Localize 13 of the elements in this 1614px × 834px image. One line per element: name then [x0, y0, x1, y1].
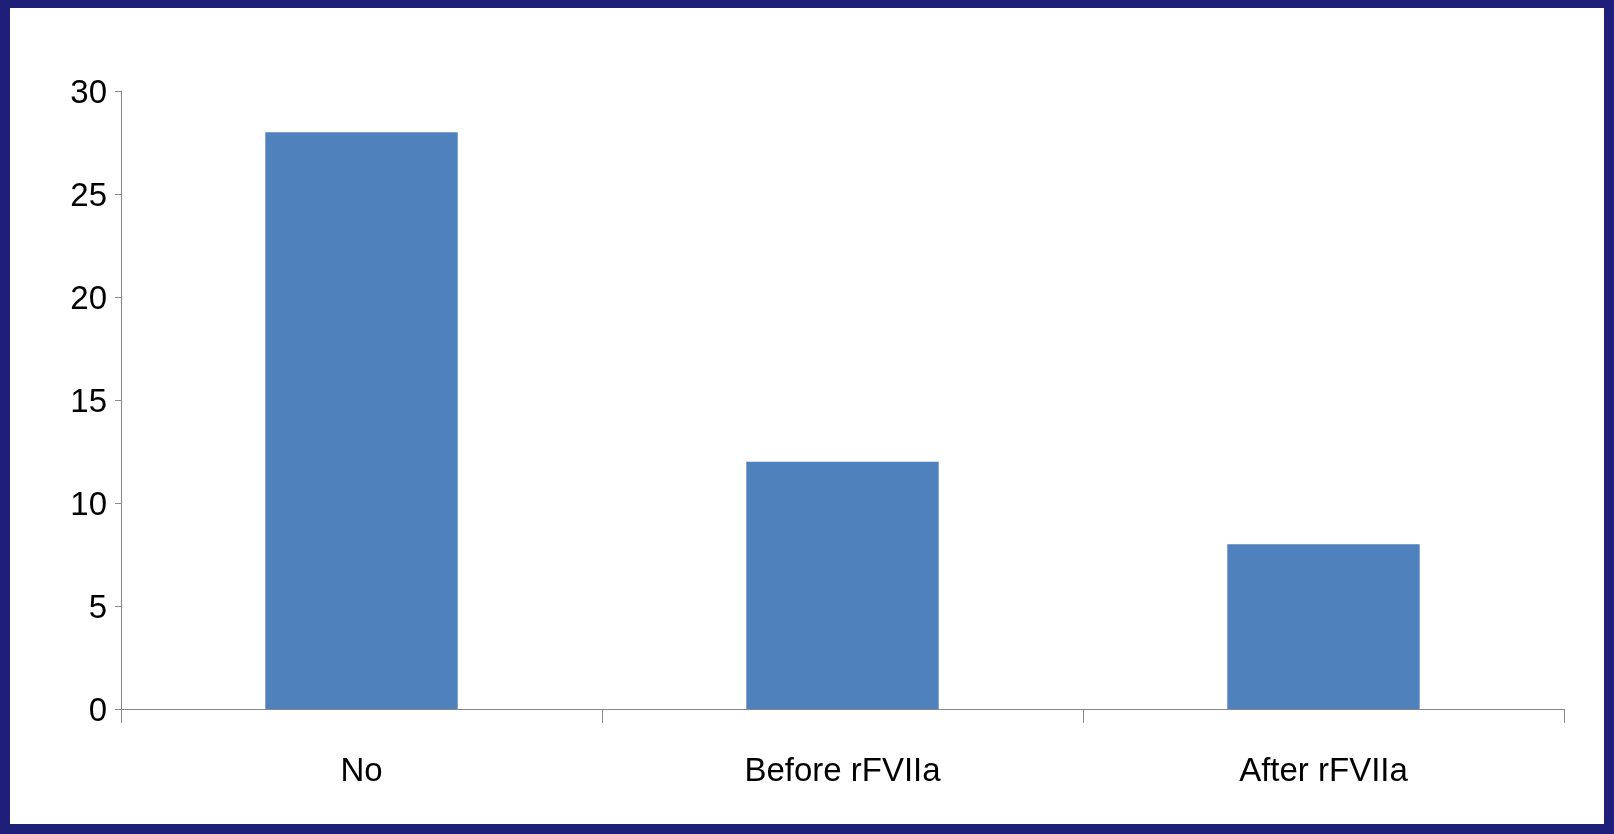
bar	[746, 461, 939, 709]
y-tick-label: 30	[70, 72, 107, 110]
x-tick-label: After rFVIIa	[1239, 751, 1409, 788]
y-tick-label: 10	[70, 484, 107, 522]
bar	[265, 132, 458, 709]
y-tick-label: 15	[70, 381, 107, 419]
y-tick-label: 0	[88, 690, 107, 728]
bar	[1227, 544, 1420, 709]
y-tick-label: 5	[88, 587, 107, 625]
x-tick-label: Before rFVIIa	[744, 751, 942, 788]
x-tick-label: No	[340, 751, 383, 788]
y-tick-label: 25	[70, 175, 107, 213]
y-tick-label: 20	[70, 278, 107, 316]
